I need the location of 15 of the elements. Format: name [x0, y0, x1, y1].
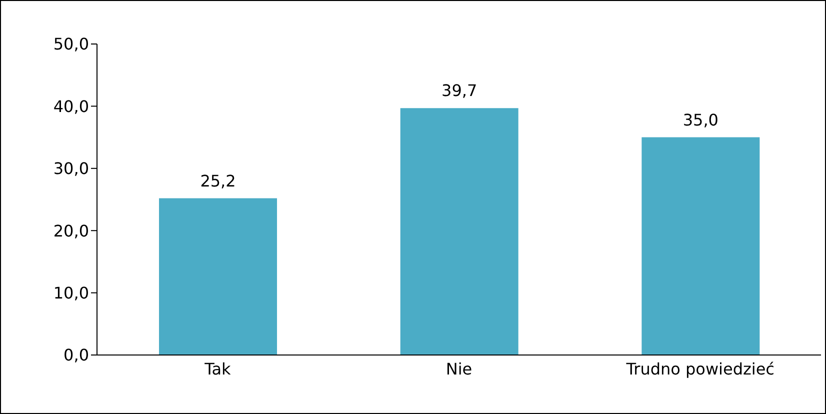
data-label: 39,7 [442, 81, 478, 100]
data-label: 25,2 [200, 171, 236, 190]
data-label: 35,0 [682, 110, 718, 130]
x-tick-label: Tak [204, 359, 232, 378]
bar [159, 198, 277, 355]
bar [642, 137, 760, 355]
y-tick-label: 40,0 [53, 96, 89, 116]
x-tick-label: Trudno powiedzieć [625, 359, 774, 378]
bar [400, 108, 518, 355]
y-tick-label: 50,0 [53, 34, 89, 54]
y-tick-label: 20,0 [53, 221, 89, 240]
y-tick-label: 0,0 [64, 346, 89, 365]
x-tick-label: Nie [446, 359, 472, 378]
y-tick-label: 10,0 [53, 283, 89, 302]
y-tick-label: 30,0 [53, 159, 89, 178]
